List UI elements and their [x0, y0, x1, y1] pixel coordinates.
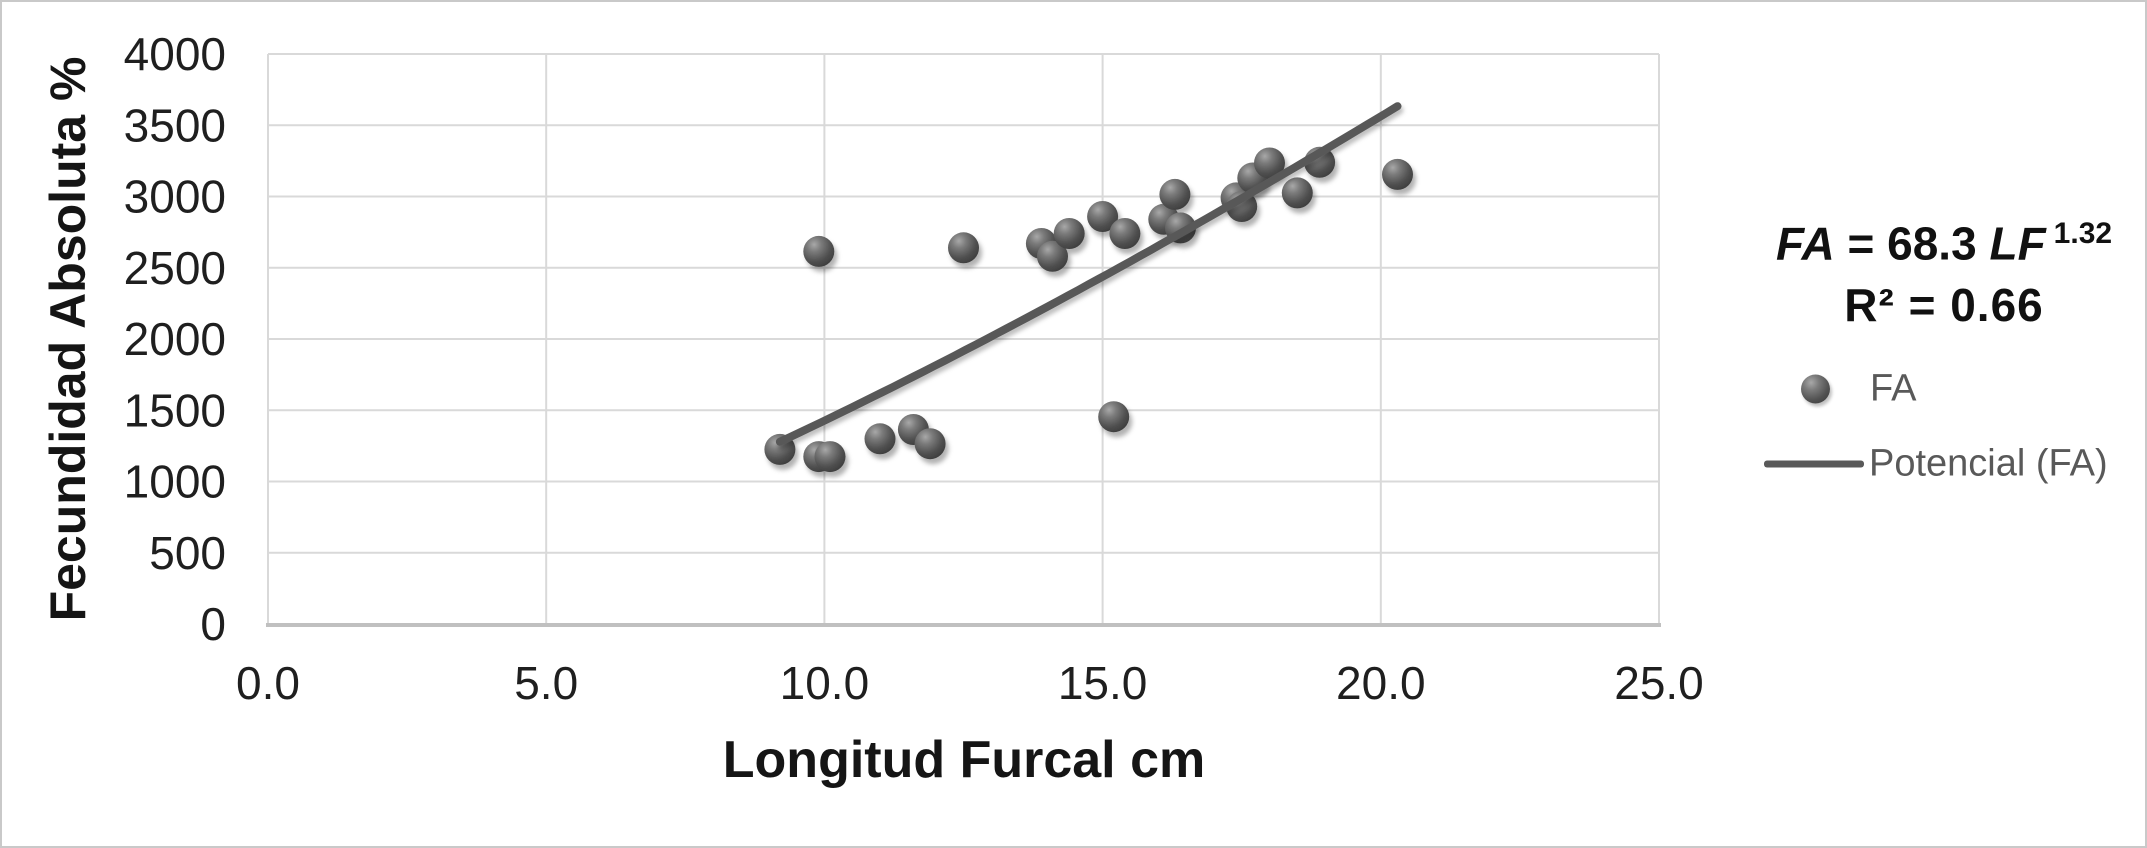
axis-tick-labels: 0 500 1000 1500 2000 2500 3000 3500 4000 0.0 5.0 10… — [124, 28, 1704, 709]
y-tick-label: 1000 — [124, 456, 226, 508]
y-tick-label: 500 — [149, 527, 226, 579]
data-point — [1037, 240, 1068, 272]
equation-exponent: 1.32 — [2053, 217, 2113, 250]
y-tick-label: 4000 — [124, 28, 226, 80]
data-point — [1382, 158, 1413, 190]
data-point — [803, 235, 835, 267]
legend-item-potencial: Potencial (FA) — [1764, 443, 2108, 486]
gridlines — [267, 53, 1660, 625]
equation-mid: = 68.3 — [1847, 217, 1977, 270]
data-point — [1053, 218, 1085, 249]
y-tick-label: 2000 — [124, 313, 226, 365]
x-tick-label: 20.0 — [1336, 657, 1426, 709]
data-point — [1109, 218, 1141, 249]
data-point — [1087, 201, 1119, 232]
y-tick-label: 2500 — [124, 242, 226, 294]
x-axis-title: Longitud Furcal cm — [722, 731, 1206, 789]
data-points — [764, 146, 1413, 473]
equation-lhs: FA — [1775, 217, 1835, 270]
data-point — [864, 423, 896, 455]
equation-line: FA = 68.3 LF 1.32 — [1754, 203, 2134, 274]
r-squared: R² = 0.66 — [1844, 279, 2044, 332]
data-point — [914, 428, 946, 460]
data-point — [1159, 178, 1191, 210]
equation-var: LF — [1989, 217, 2046, 270]
y-tick-label: 0 — [200, 598, 226, 650]
data-point — [1098, 401, 1130, 433]
x-tick-label: 10.0 — [780, 657, 870, 709]
legend-label-fa: FA — [1870, 367, 1917, 410]
legend-label-potencial: Potencial (FA) — [1869, 442, 2108, 485]
data-point — [814, 441, 846, 473]
trendline-equation: FA = 68.3 LF 1.32 R² = 0.66 — [1754, 203, 2134, 336]
data-point — [1254, 147, 1285, 179]
y-tick-label: 1500 — [124, 384, 226, 436]
y-tick-label: 3500 — [124, 99, 226, 151]
sphere-marker-icon — [1801, 374, 1830, 404]
data-point — [1281, 177, 1313, 209]
y-axis-title: Fecundidad Absoluta % — [40, 56, 96, 622]
power-trendline — [775, 102, 1402, 446]
x-tick-label: 5.0 — [514, 657, 578, 709]
x-tick-label: 25.0 — [1614, 657, 1704, 709]
data-point — [948, 232, 979, 264]
y-tick-label: 3000 — [124, 171, 226, 223]
legend-item-fa: FA — [1801, 368, 1916, 411]
x-tick-label: 15.0 — [1058, 657, 1148, 709]
x-tick-label: 0.0 — [236, 657, 300, 709]
trendline-marker-icon — [1764, 460, 1864, 468]
